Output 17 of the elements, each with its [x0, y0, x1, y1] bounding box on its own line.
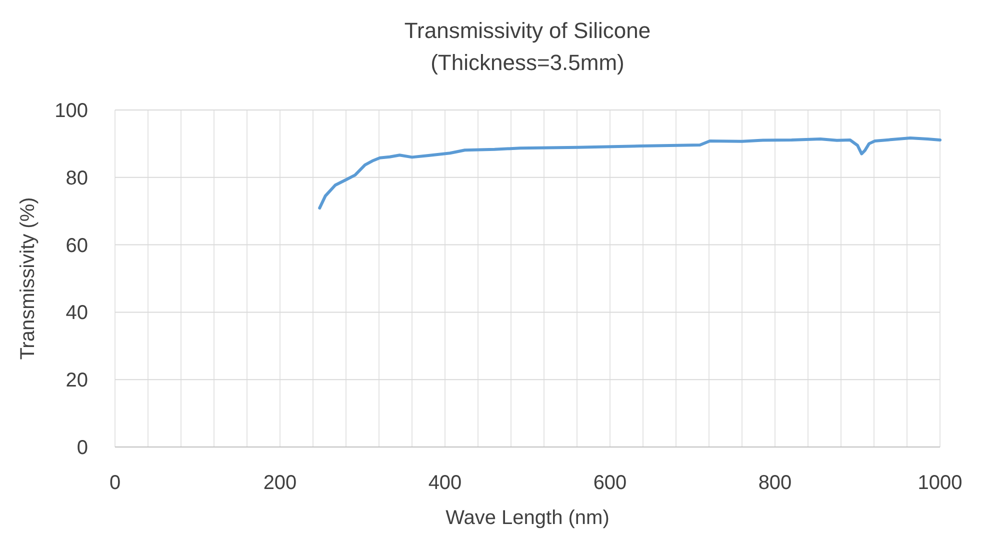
x-tick-label: 800: [758, 472, 792, 494]
y-tick-label: 0: [76, 437, 88, 459]
x-tick-label: 1000: [918, 472, 962, 494]
y-tick-label: 20: [66, 370, 88, 392]
x-tick-label: 400: [428, 472, 462, 494]
x-tick-label: 600: [593, 472, 627, 494]
y-axis-title: Transmissivity (%): [17, 197, 39, 360]
x-axis-title: Wave Length (nm): [446, 507, 610, 529]
y-tick-label: 100: [54, 100, 88, 122]
line-series: [318, 136, 942, 210]
y-tick-label: 40: [66, 302, 88, 324]
chart-title: Transmissivity of Silicone: [404, 18, 651, 43]
y-tick-label: 80: [66, 167, 88, 190]
y-tick-label: 60: [66, 234, 88, 257]
x-tick-label: 0: [109, 472, 121, 494]
x-tick-label: 200: [263, 472, 297, 494]
chart-subtitle: (Thickness=3.5mm): [430, 50, 624, 75]
